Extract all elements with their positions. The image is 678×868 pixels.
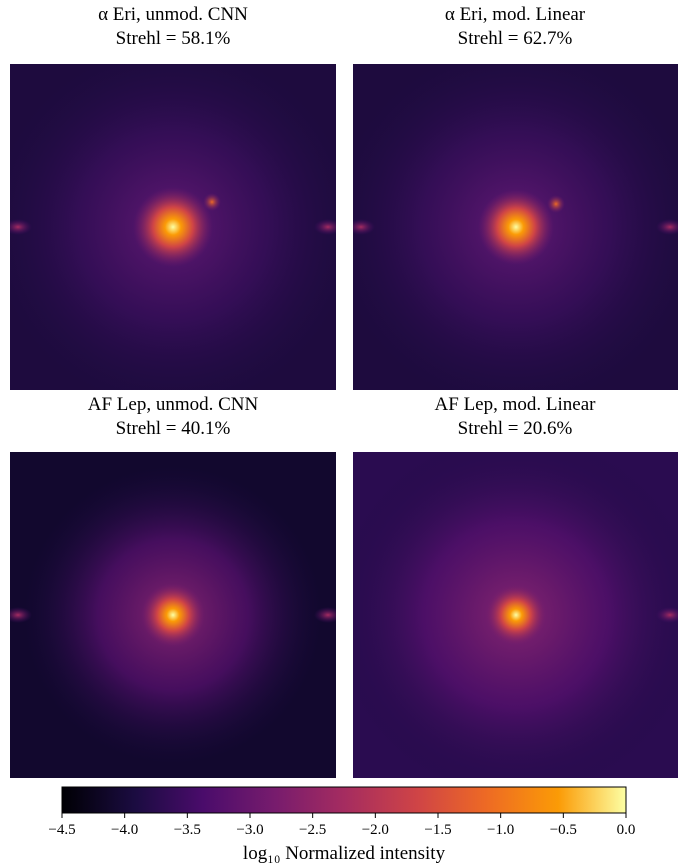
colorbar-tick-label: −2.5 xyxy=(299,822,326,838)
colorbar-tick-label: −1.5 xyxy=(424,822,451,838)
panel: AF Lep, unmod. CNN Strehl = 40.1% xyxy=(4,394,342,778)
panel: AF Lep, mod. Linear Strehl = 20.6% xyxy=(331,394,678,800)
panel-subtitle: Strehl = 40.1% xyxy=(116,418,231,439)
colorbar-tick-label: −4.0 xyxy=(111,822,138,838)
colorbar-tick-label: −2.0 xyxy=(362,822,389,838)
psf-image xyxy=(326,37,678,417)
colorbar-tick-label: 0.0 xyxy=(617,822,636,838)
page: {"panels": [ {"title": "α Eri, unmod. CN… xyxy=(0,0,678,868)
panel-subtitle: Strehl = 62.7% xyxy=(458,28,573,49)
colorbar-tick-label: −3.0 xyxy=(236,822,263,838)
panel-title: AF Lep, mod. Linear xyxy=(435,394,597,415)
panel-title: α Eri, unmod. CNN xyxy=(98,4,248,25)
colorbar xyxy=(62,787,626,813)
panel-title: AF Lep, unmod. CNN xyxy=(88,394,259,415)
colorbar-tick-label: −3.5 xyxy=(174,822,201,838)
panel-subtitle: Strehl = 58.1% xyxy=(116,28,231,49)
colorbar-tick-label: −0.5 xyxy=(550,822,577,838)
panel: α Eri, mod. Linear Strehl = 62.7% xyxy=(326,4,678,417)
panel-subtitle: Strehl = 20.6% xyxy=(458,418,573,439)
psf-image xyxy=(331,430,678,800)
psf-image xyxy=(4,452,342,778)
colorbar-tick-label: −1.0 xyxy=(487,822,514,838)
colorbar-tick-label: −4.5 xyxy=(48,822,75,838)
figure: α Eri, unmod. CNN Strehl = 58.1% α Eri, … xyxy=(0,0,678,868)
panel-title: α Eri, mod. Linear xyxy=(445,4,586,25)
panel: α Eri, unmod. CNN Strehl = 58.1% xyxy=(0,4,363,417)
colorbar-label: log₁₀ Normalized intensity xyxy=(243,843,446,864)
psf-image xyxy=(0,37,363,417)
